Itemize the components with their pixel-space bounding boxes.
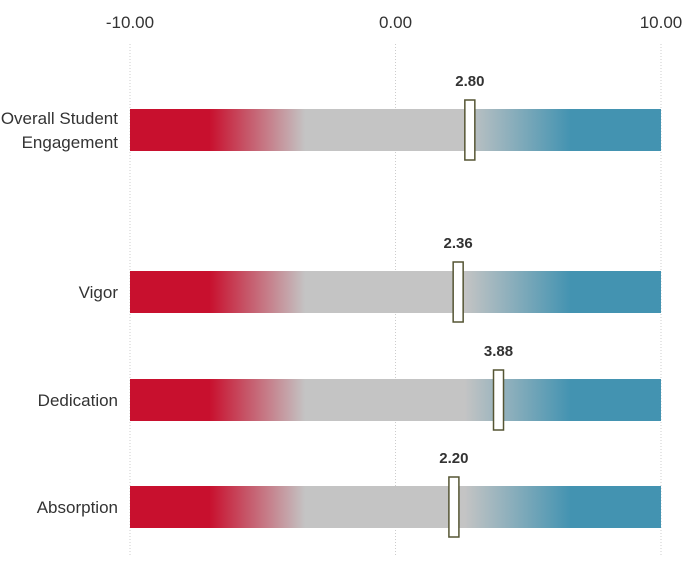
range-bar	[130, 379, 661, 421]
bar-row: Dedication 3.88	[38, 343, 661, 431]
bar-row: Absorption 2.20	[37, 450, 661, 538]
bar-rows: Overall Student Engagement 2.80 Vigor 2.36 De…	[1, 73, 661, 538]
range-bar	[130, 109, 661, 151]
x-tick-label: -10.00	[106, 13, 154, 32]
x-tick-label: 0.00	[379, 13, 412, 32]
range-bar	[130, 271, 661, 313]
bar-row: Vigor 2.36	[79, 235, 661, 323]
value-label: 2.80	[455, 73, 484, 90]
value-label: 3.88	[484, 343, 513, 360]
value-marker	[464, 99, 476, 161]
bar-row: Overall Student Engagement 2.80	[1, 73, 661, 161]
category-label: Absorption	[37, 498, 118, 517]
value-label: 2.20	[439, 450, 468, 467]
category-label: Engagement	[22, 133, 119, 152]
category-label: Overall Student	[1, 109, 118, 128]
value-marker	[448, 476, 460, 538]
range-bar	[130, 486, 661, 528]
category-label: Vigor	[79, 283, 119, 302]
value-marker	[492, 369, 505, 431]
category-label: Dedication	[38, 391, 118, 410]
x-tick-label: 10.00	[640, 13, 683, 32]
x-axis-ticks: -10.00 0.00 10.00	[106, 13, 682, 32]
value-label: 2.36	[444, 235, 473, 252]
value-marker	[452, 261, 464, 323]
